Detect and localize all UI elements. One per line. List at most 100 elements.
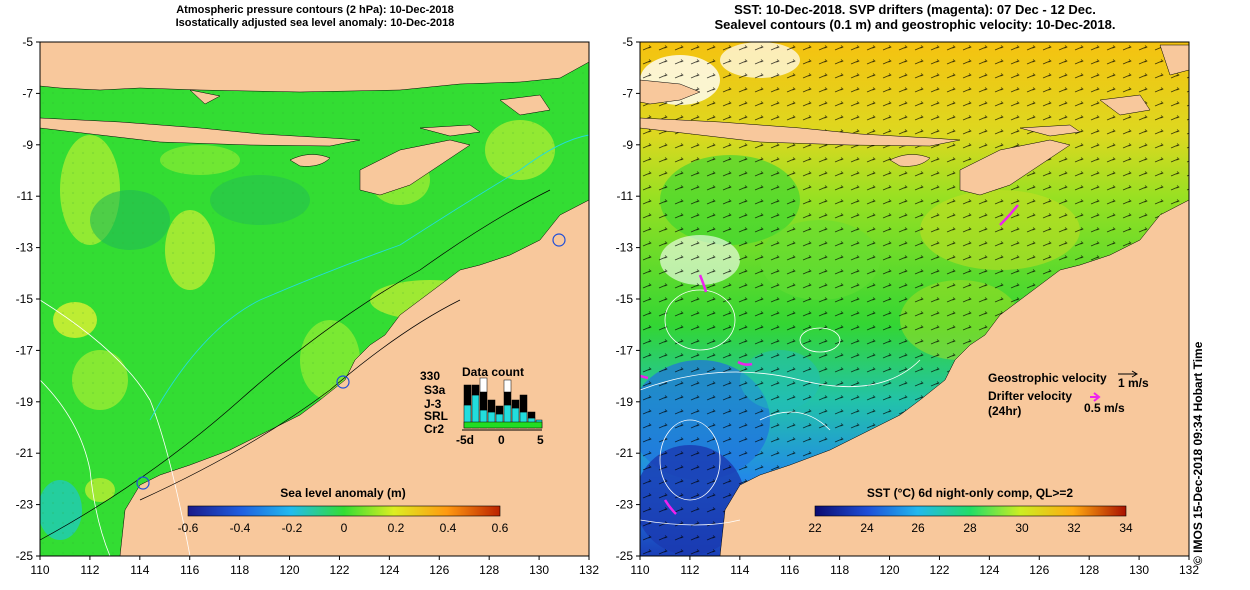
- x-tick-label: 118: [830, 563, 849, 577]
- x-tick-label: 110: [30, 563, 49, 577]
- y-tick-label: -21: [616, 446, 634, 460]
- sst-tick: 22: [808, 521, 822, 535]
- y-tick-label: -9: [622, 138, 633, 152]
- drifter-tracks: [640, 204, 1019, 515]
- y-tick-label: -9: [22, 138, 33, 152]
- geostrophic-label: Geostrophic velocity: [988, 371, 1107, 385]
- sst-tick: 26: [911, 521, 925, 535]
- sst-tick: 24: [860, 521, 874, 535]
- sla-tick: 0.4: [440, 521, 457, 535]
- drifter-sub: (24hr): [988, 404, 1021, 418]
- data-count-tick-5: 5: [537, 433, 544, 447]
- right-axes: 110 112 114 116 118 120 122 124 126 128 130 132 -5 -7…: [616, 35, 1200, 577]
- left-title-line1: Atmospheric pressure contours (2 hPa): 1…: [176, 4, 454, 16]
- data-count-title: Data count: [462, 365, 524, 379]
- sst-colorbar-label: SST (°C) 6d night-only comp, QL>=2: [867, 486, 1073, 500]
- y-tick-label: -23: [16, 498, 34, 512]
- x-tick-label: 114: [130, 563, 149, 577]
- x-tick-label: 132: [579, 563, 599, 577]
- y-tick-label: -7: [22, 86, 33, 100]
- x-tick-label: 128: [1079, 563, 1099, 577]
- x-tick-label: 120: [280, 563, 300, 577]
- y-tick-label: -15: [16, 292, 34, 306]
- mission-j3: J-3: [424, 397, 442, 411]
- x-tick-label: 120: [880, 563, 900, 577]
- x-tick-label: 130: [1129, 563, 1149, 577]
- imos-credit: © IMOS 15-Dec-2018 09:34 Hobart Time: [1191, 341, 1205, 565]
- left-axes: 110 112 114 116 118 120 122 124 126 128 130 132 -5 -7…: [16, 35, 600, 577]
- mission-s3a: S3a: [424, 383, 446, 397]
- y-tick-label: -13: [16, 241, 34, 255]
- sst-tick: 34: [1119, 521, 1133, 535]
- data-count-tick-0: 0: [498, 433, 505, 447]
- x-tick-label: 116: [780, 563, 799, 577]
- y-tick-label: -25: [616, 549, 634, 563]
- sla-colorbar-label: Sea level anomaly (m): [280, 486, 405, 500]
- sla-colorbar-ticks: -0.6 -0.4 -0.2 0 0.2 0.4 0.6: [178, 521, 509, 535]
- y-tick-label: -7: [622, 86, 633, 100]
- sst-colorbar-ticks: 22 24 26 28 30 32 34: [808, 521, 1133, 535]
- track-markers: [136, 233, 566, 490]
- x-tick-label: 124: [979, 563, 999, 577]
- right-panel-title: SST: 10-Dec-2018. SVP drifters (magenta)…: [640, 2, 1190, 32]
- sst-tick: 32: [1067, 521, 1081, 535]
- right-title-line2: Sealevel contours (0.1 m) and geostrophi…: [714, 17, 1116, 32]
- mission-cr2: Cr2: [424, 422, 444, 436]
- x-tick-label: 114: [730, 563, 749, 577]
- sst-tick: 30: [1015, 521, 1029, 535]
- sla-tick: -0.2: [282, 521, 303, 535]
- sla-tick: -0.4: [230, 521, 251, 535]
- right-title-line1: SST: 10-Dec-2018. SVP drifters (magenta)…: [734, 2, 1096, 17]
- sst-colorbar: SST (°C) 6d night-only comp, QL>=2 22 24…: [808, 486, 1133, 535]
- y-tick-label: -11: [617, 189, 634, 203]
- y-tick-label: -15: [616, 292, 634, 306]
- x-tick-label: 130: [529, 563, 549, 577]
- sla-colorbar: Sea level anomaly (m) -0.6 -0.4 -0.2 0 0…: [178, 486, 509, 535]
- y-tick-label: -13: [616, 241, 634, 255]
- sst-tick: 28: [963, 521, 977, 535]
- y-tick-label: -17: [616, 343, 634, 357]
- x-tick-label: 116: [180, 563, 199, 577]
- sealevel-contours: [640, 289, 921, 526]
- y-tick-label: -17: [16, 343, 34, 357]
- y-tick-label: -5: [22, 35, 33, 49]
- drifter-label: Drifter velocity: [988, 389, 1072, 403]
- sla-tick: 0.6: [492, 521, 509, 535]
- x-tick-label: 122: [929, 563, 949, 577]
- land-australia: [119, 199, 589, 556]
- geostrophic-arrow-icon: [1118, 370, 1138, 378]
- data-count-tick-neg5: -5d: [456, 433, 474, 447]
- geostrophic-scale: 1 m/s: [1118, 376, 1149, 390]
- pressure-contours: [40, 134, 589, 556]
- y-tick-label: -23: [616, 498, 634, 512]
- sla-tick: 0: [341, 521, 348, 535]
- y-tick-label: -19: [616, 395, 634, 409]
- mission-srl: SRL: [424, 409, 448, 423]
- y-tick-label: -25: [16, 549, 34, 563]
- x-tick-label: 118: [230, 563, 249, 577]
- sla-tick: 0.2: [388, 521, 405, 535]
- velocity-legend: Geostrophic velocity 1 m/s Drifter veloc…: [988, 370, 1149, 418]
- land-indonesia: [40, 42, 589, 196]
- drifter-scale: 0.5 m/s: [1084, 401, 1125, 415]
- y-tick-label: -5: [622, 35, 633, 49]
- y-tick-label: -21: [16, 446, 34, 460]
- data-count-inset: Data count 330 S3a J-3 SRL Cr2: [420, 365, 544, 447]
- left-map: [40, 42, 589, 556]
- data-count-number: 330: [420, 369, 440, 383]
- right-map: [640, 42, 1189, 556]
- y-tick-label: -11: [17, 189, 34, 203]
- x-tick-label: 110: [630, 563, 649, 577]
- data-count-bars: [463, 377, 543, 429]
- x-tick-label: 128: [479, 563, 499, 577]
- left-title-line2: Isostatically adjusted sea level anomaly…: [175, 17, 455, 29]
- left-panel-title: Atmospheric pressure contours (2 hPa): 1…: [40, 4, 590, 30]
- x-tick-label: 124: [379, 563, 399, 577]
- x-tick-label: 126: [1029, 563, 1049, 577]
- land-australia-right: [719, 199, 1189, 556]
- x-tick-label: 132: [1179, 563, 1199, 577]
- x-tick-label: 112: [80, 563, 99, 577]
- x-tick-label: 122: [329, 563, 349, 577]
- x-tick-label: 112: [680, 563, 699, 577]
